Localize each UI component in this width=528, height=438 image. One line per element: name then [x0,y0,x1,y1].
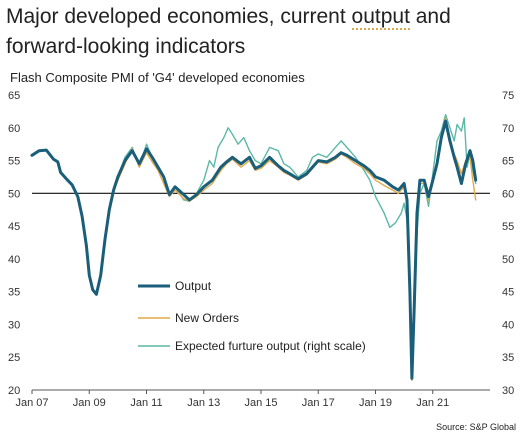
y-left-tick-label: 60 [8,123,20,135]
y-right-tick-label: 55 [502,221,514,233]
y-left-tick-label: 50 [8,188,20,200]
y-left-tick-label: 25 [8,352,20,364]
x-tick-label: Jan 17 [302,397,335,409]
legend-label: Expected furture output (right scale) [175,339,366,353]
y-right-tick-label: 35 [502,352,514,364]
y-left-tick-label: 35 [8,287,20,299]
y-right-tick-label: 70 [502,123,514,135]
y-right-tick-label: 45 [502,287,514,299]
x-tick-label: Jan 13 [187,397,220,409]
x-tick-label: Jan 19 [359,397,392,409]
y-left-tick-label: 40 [8,254,20,266]
series-line-output [30,119,478,380]
y-right-tick-label: 50 [502,254,514,266]
headline-prefix: Major developed economies, current [6,5,352,28]
y-right-tick-label: 30 [502,385,514,397]
y-left-tick-label: 45 [8,221,20,233]
y-left-tick-label: 55 [8,156,20,168]
x-tick-label: Jan 21 [416,397,449,409]
y-right-tick-label: 75 [502,90,514,102]
y-left-tick-label: 20 [8,385,20,397]
y-right-tick-label: 60 [502,188,514,200]
chart-title: Flash Composite PMI of 'G4' developed ec… [10,70,305,85]
x-tick-label: Jan 09 [73,397,106,409]
legend-label: New Orders [175,311,239,325]
x-tick-label: Jan 07 [15,397,48,409]
headline-highlight: output [351,5,410,30]
x-tick-label: Jan 15 [244,397,277,409]
headline-suffix: and forward-looking indicators [6,5,451,58]
x-tick-label: Jan 11 [130,397,162,409]
y-right-tick-label: 40 [502,319,514,331]
series-line-expected [111,113,477,381]
legend-label: Output [175,279,212,293]
y-left-tick-label: 65 [8,90,20,102]
chart-headline: Major developed economies, current outpu… [6,2,522,62]
source-note: Source: S&P Global [436,422,516,432]
y-right-tick-label: 65 [502,156,514,168]
y-left-tick-label: 30 [8,319,20,331]
